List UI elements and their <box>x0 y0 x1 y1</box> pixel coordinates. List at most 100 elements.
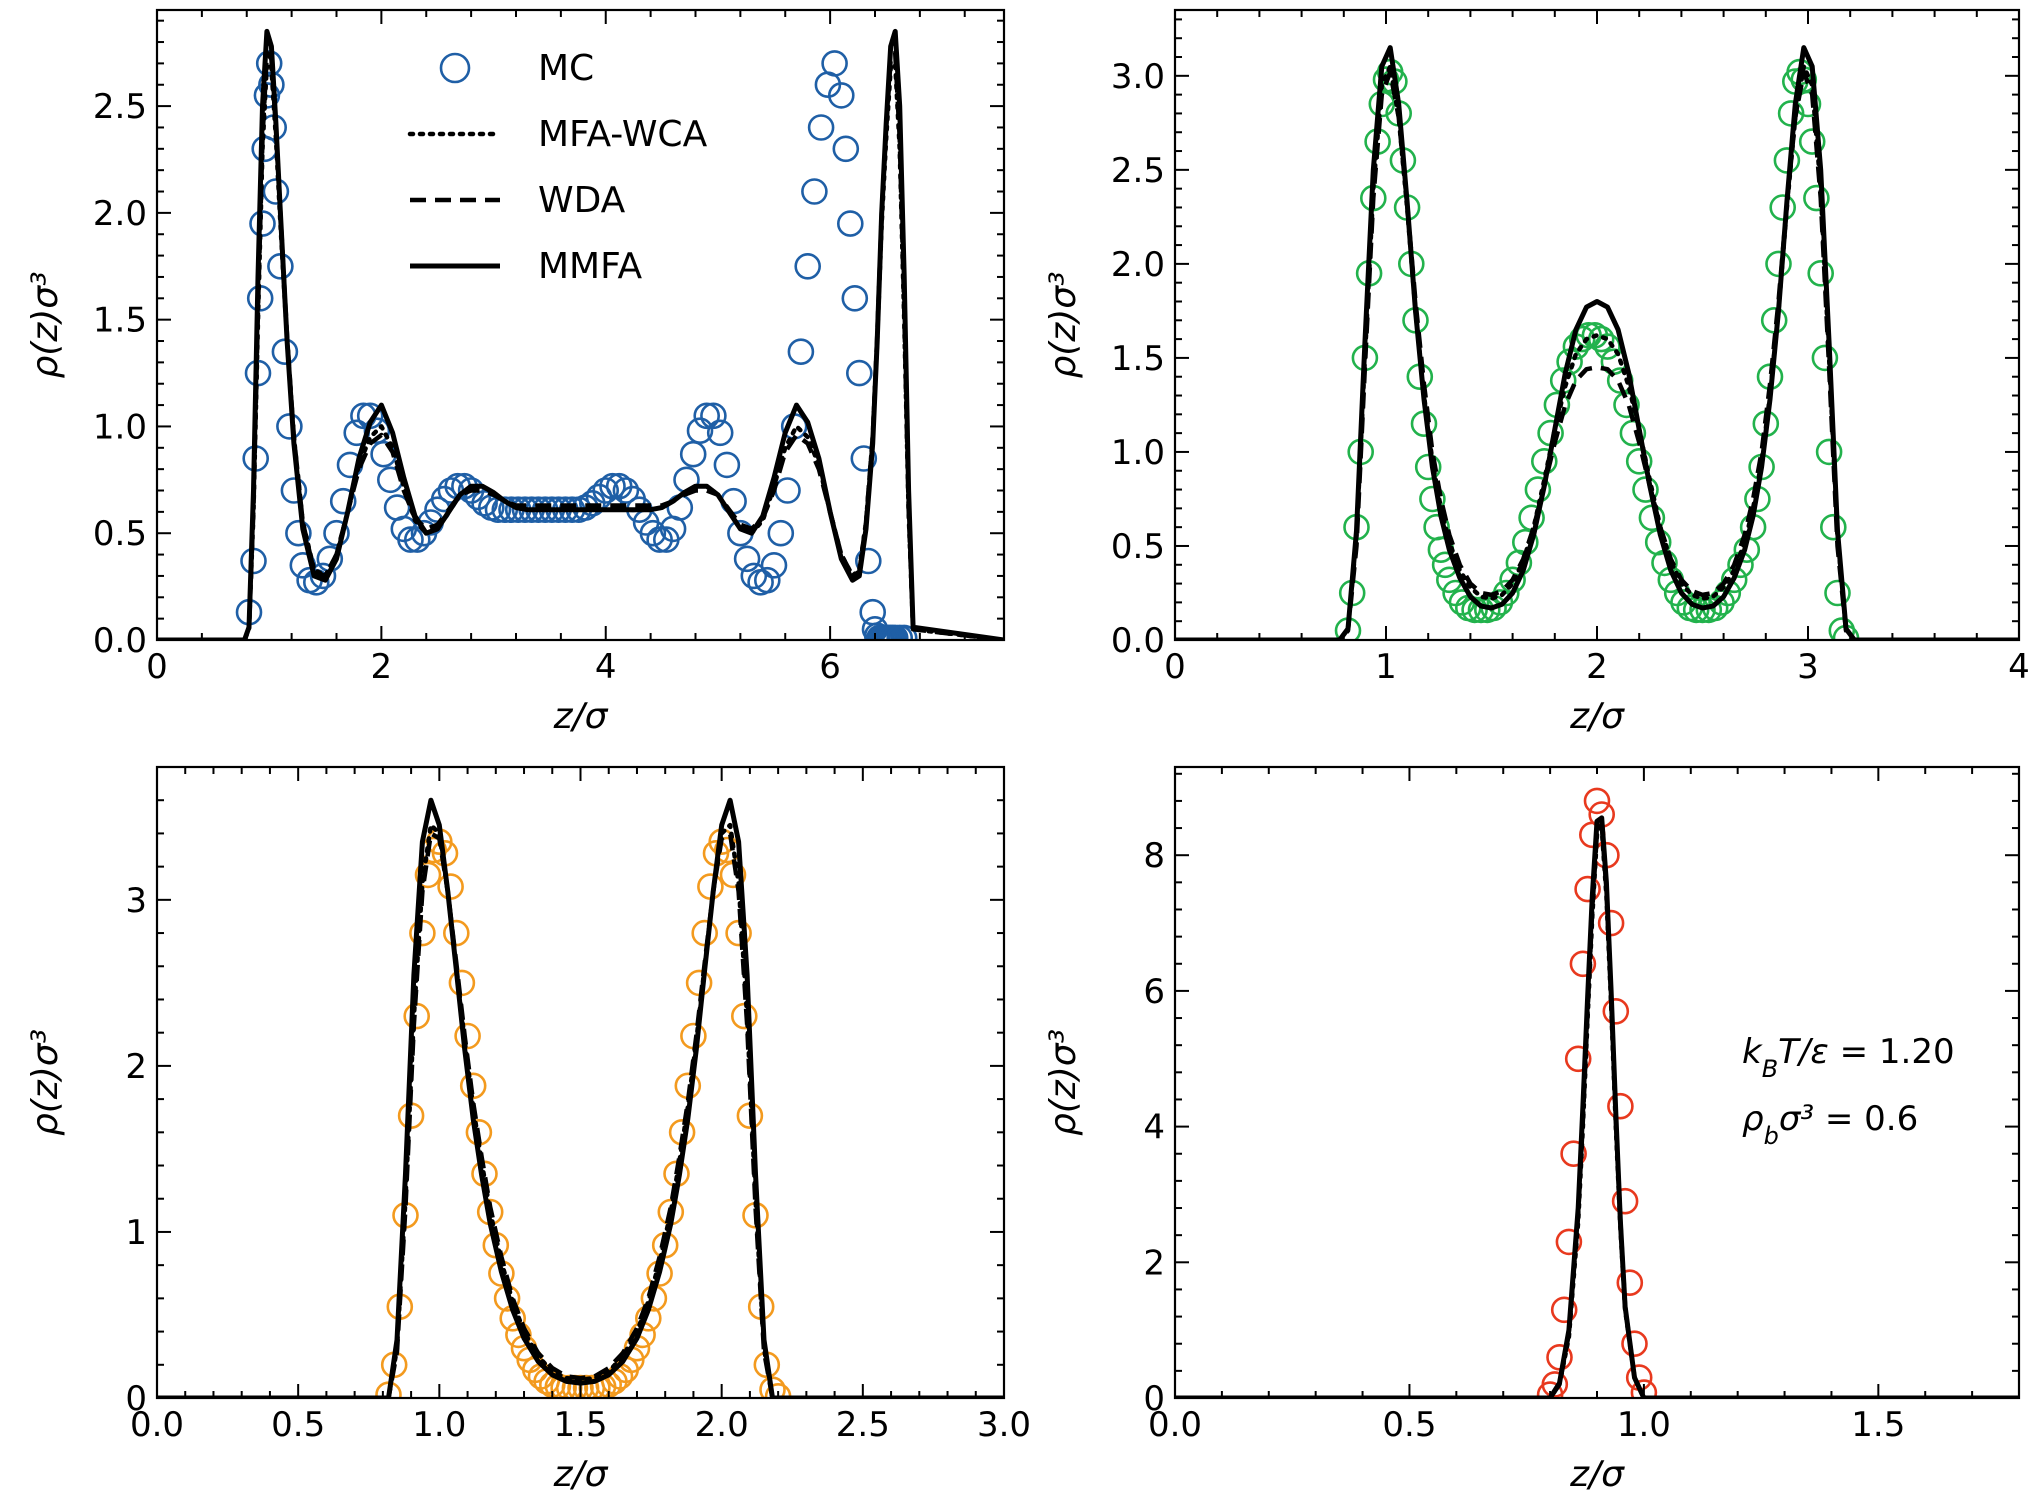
mc-point <box>1824 579 1851 607</box>
panels: 0 2 4 60.00.51.01.52.02.5z/σρ(z)σ³0 1 2 3 40.00… <box>25 8 2030 1495</box>
panel-top-left: 0 2 4 6 0.0 0.5 1.0 1.5 2.0 2.5 z/σ ρ(z)σ³ <box>25 8 1006 737</box>
mc-point <box>1807 259 1834 287</box>
y-tick-label: 2.0 <box>1111 245 1165 285</box>
series-mmfa-line <box>157 797 1004 1398</box>
mc-point <box>801 178 828 205</box>
y-tick-label: 2.5 <box>93 87 147 127</box>
x-axis-label: z/σ <box>553 1454 609 1495</box>
x-tick-label: 2 <box>1586 647 1608 687</box>
mc-point <box>363 417 391 445</box>
mc-point <box>1414 453 1442 481</box>
y-tick-label: 0.0 <box>93 621 147 661</box>
y-tick-label: 3 <box>125 881 147 921</box>
x-axis-label: z/σ <box>1569 1454 1625 1495</box>
series-mmfa-line <box>1175 815 2019 1398</box>
mc-point <box>1621 1330 1648 1357</box>
plot-area <box>1175 787 2019 1398</box>
y-axis-label: ρ(z)σ³ <box>25 271 66 378</box>
mc-point <box>599 472 626 500</box>
annotation: kBT/ε = 1.20 ρbσ³ = 0.6 <box>1742 1032 1955 1150</box>
y-axis-label: ρ(z)σ³ <box>25 1029 66 1136</box>
series-mmfa-line <box>1175 45 2019 640</box>
mc-point <box>592 477 620 504</box>
mc-point <box>1569 950 1597 978</box>
mc-point <box>1811 344 1839 372</box>
mc-point <box>832 135 860 163</box>
mc-point <box>854 547 882 575</box>
y-axis-ticks <box>157 19 1004 641</box>
y-tick-label: 0 <box>1143 1379 1165 1419</box>
panel-bottom-right: 0.0 0.5 1.0 1.5 0 2 4 6 8 z/σ ρ(z)σ³ <box>1043 765 2021 1495</box>
mc-point <box>397 526 424 553</box>
x-tick-label: 0 <box>1164 647 1186 687</box>
mc-point <box>794 252 822 280</box>
mc-point <box>329 487 357 515</box>
mc-point <box>740 562 768 590</box>
mc-point <box>1419 485 1446 513</box>
x-tick-label: 1.5 <box>1851 1405 1905 1445</box>
mc-point <box>249 210 276 237</box>
mc-point <box>1769 194 1796 221</box>
mc-point <box>1594 333 1621 360</box>
y-tick-label: 2.0 <box>93 194 147 234</box>
series-wda-line <box>157 831 1004 1398</box>
legend-label: MC <box>538 48 594 89</box>
mc-point <box>1798 128 1826 155</box>
legend-entry-mmfa: MMFA <box>410 246 643 287</box>
mc-point <box>454 1022 481 1050</box>
mc-point <box>276 413 303 440</box>
mc-point <box>1773 147 1801 174</box>
x-tick-label: 4 <box>595 647 617 687</box>
x-tick-label: 4 <box>2008 647 2030 687</box>
y-tick-label: 1.5 <box>1111 339 1165 379</box>
x-axis-ticks <box>156 10 966 640</box>
y-tick-label: 2 <box>125 1047 147 1087</box>
mc-point <box>1574 875 1601 903</box>
mc-point <box>1607 1092 1634 1120</box>
x-tick-label: 2.5 <box>836 1405 890 1445</box>
mc-point <box>1630 1379 1658 1398</box>
legend-label: MFA-WCA <box>538 114 708 155</box>
x-tick-label: 1.0 <box>1617 1405 1671 1445</box>
mc-point <box>686 417 714 445</box>
legend-label: MMFA <box>538 246 643 287</box>
mc-point <box>403 526 431 553</box>
y-axis-label: ρ(z)σ³ <box>1043 1029 1084 1136</box>
mc-point <box>285 519 312 547</box>
mc-point <box>1611 1187 1639 1215</box>
x-tick-label: 0.5 <box>1382 1405 1436 1445</box>
mc-point <box>850 445 878 472</box>
y-tick-label: 0.5 <box>93 514 147 554</box>
mc-point <box>821 50 848 77</box>
x-tick-label: 0.5 <box>271 1405 325 1445</box>
mc-point <box>1625 447 1653 475</box>
x-tick-label: 0.0 <box>130 1405 184 1445</box>
mc-point <box>693 402 721 430</box>
mc-point <box>836 210 864 237</box>
plot-area <box>157 28 1004 640</box>
legend-entry-wda: WDA <box>410 180 626 221</box>
y-tick-label: 6 <box>1143 972 1165 1012</box>
series-mmfa-line <box>157 28 1004 640</box>
mc-point <box>1560 1140 1587 1167</box>
plot-frame <box>155 8 1006 642</box>
plot-area <box>157 797 1004 1398</box>
mc-point <box>679 440 707 468</box>
mc-point <box>1820 513 1847 541</box>
mc-point <box>1765 250 1792 278</box>
mc-point <box>309 562 337 590</box>
legend-entry-mfa-wca: MFA-WCA <box>407 114 708 155</box>
mc-point <box>414 861 442 889</box>
mc-point <box>807 114 835 141</box>
legend: MC MFA-WCA WDA MMFA <box>407 48 708 287</box>
mc-point <box>1632 476 1659 503</box>
y-tick-label: 3.0 <box>1111 57 1165 97</box>
y-axis-ticks <box>1175 18 2019 641</box>
mc-point <box>1550 1296 1578 1324</box>
x-axis-label: z/σ <box>1569 696 1625 737</box>
mc-point <box>767 519 795 547</box>
mc-point <box>827 82 855 109</box>
legend-entry-mc: MC <box>439 48 594 89</box>
